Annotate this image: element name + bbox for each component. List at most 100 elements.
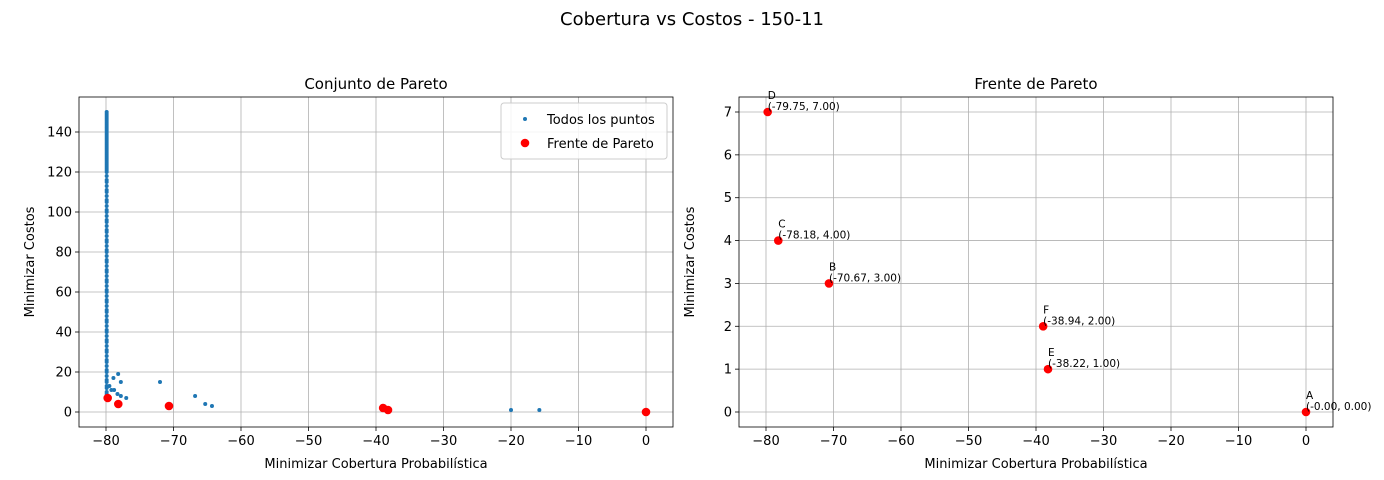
data-point bbox=[104, 330, 109, 334]
data-point bbox=[104, 350, 109, 354]
data-point bbox=[104, 170, 109, 174]
data-point bbox=[203, 402, 208, 406]
y-tick-label: 0 bbox=[724, 406, 732, 421]
y-tick-label: 40 bbox=[55, 326, 72, 341]
data-point bbox=[209, 404, 214, 408]
pareto-point bbox=[164, 401, 174, 411]
data-point bbox=[104, 314, 109, 318]
data-point bbox=[104, 274, 109, 278]
data-point bbox=[104, 324, 109, 328]
x-tick-label: −80 bbox=[92, 434, 119, 449]
y-axis-label: Minimizar Costos bbox=[23, 206, 38, 317]
axes-frame bbox=[78, 96, 674, 428]
y-axis-label: Minimizar Costos bbox=[683, 206, 698, 317]
y-tick-label: 1 bbox=[724, 363, 732, 378]
point-coordinate-label: (-38.94, 2.00) bbox=[1043, 315, 1115, 327]
point-coordinate-label: (-78.18, 4.00) bbox=[778, 230, 850, 242]
data-point bbox=[104, 340, 109, 344]
legend: Todos los puntos Frente de Pareto bbox=[500, 102, 668, 160]
pareto-point bbox=[1038, 321, 1048, 331]
data-point bbox=[104, 304, 109, 308]
data-point bbox=[104, 230, 109, 234]
data-point bbox=[509, 408, 513, 412]
point-coordinate-label: (-0.00, 0.00) bbox=[1306, 401, 1371, 413]
x-tick-label: −60 bbox=[887, 434, 914, 449]
data-point bbox=[104, 300, 109, 304]
y-tick-label: 0 bbox=[64, 406, 72, 421]
data-point bbox=[124, 396, 129, 400]
data-point bbox=[104, 204, 109, 208]
axes-frame bbox=[738, 96, 1334, 428]
x-tick-label: −40 bbox=[1022, 434, 1049, 449]
data-point bbox=[104, 200, 109, 204]
data-point bbox=[104, 334, 109, 338]
point-letter-label: B bbox=[829, 261, 836, 273]
y-tick-label: 7 bbox=[724, 106, 732, 121]
legend-frame bbox=[500, 102, 668, 160]
data-point bbox=[104, 364, 109, 368]
pareto-point bbox=[1043, 364, 1053, 374]
data-point bbox=[104, 260, 109, 264]
y-tick-label: 5 bbox=[724, 191, 732, 206]
y-tick-label: 3 bbox=[724, 277, 732, 292]
x-tick-label: −70 bbox=[820, 434, 847, 449]
y-tick-label: 60 bbox=[55, 286, 72, 301]
x-tick-label: −20 bbox=[1157, 434, 1184, 449]
data-point bbox=[104, 254, 109, 258]
chart-frente-de-pareto: −80 −70 −60 −50 −40 −30 −20 −10 0 0 1 2 3 4 5 6 7 D(-79.7… bbox=[683, 75, 1371, 472]
data-point bbox=[104, 370, 109, 374]
data-point bbox=[104, 234, 109, 238]
point-letter-label: F bbox=[1043, 304, 1049, 316]
y-tick-label: 120 bbox=[47, 166, 72, 181]
data-point bbox=[104, 214, 109, 218]
data-point bbox=[104, 224, 109, 228]
point-letter-label: A bbox=[1306, 390, 1314, 402]
x-axis-label: Minimizar Cobertura Probabilística bbox=[924, 457, 1147, 472]
point-coordinate-label: (-70.67, 3.00) bbox=[829, 272, 901, 284]
data-point bbox=[104, 180, 109, 184]
legend-marker-pareto bbox=[520, 138, 530, 148]
data-point bbox=[111, 376, 116, 380]
data-point bbox=[118, 394, 123, 398]
data-point bbox=[104, 310, 109, 314]
x-axis-label: Minimizar Cobertura Probabilística bbox=[264, 457, 487, 472]
data-point bbox=[104, 220, 109, 224]
x-tick-label: −50 bbox=[295, 434, 322, 449]
data-point bbox=[104, 210, 109, 214]
data-point bbox=[107, 384, 112, 388]
data-point bbox=[104, 244, 109, 248]
data-point bbox=[115, 392, 120, 396]
y-tick-label: 2 bbox=[724, 320, 732, 335]
legend-marker-points bbox=[523, 117, 527, 121]
y-tick-label: 20 bbox=[55, 366, 72, 381]
data-point bbox=[104, 284, 109, 288]
pareto-point bbox=[383, 405, 393, 415]
data-point bbox=[104, 374, 109, 378]
data-point bbox=[104, 184, 109, 188]
data-point bbox=[104, 240, 109, 244]
data-point bbox=[104, 344, 109, 348]
x-tick-label: −30 bbox=[1090, 434, 1117, 449]
legend-entry-label: Frente de Pareto bbox=[547, 137, 654, 152]
point-letter-label: E bbox=[1048, 347, 1055, 359]
data-point bbox=[104, 190, 109, 194]
data-point bbox=[104, 380, 109, 384]
data-point bbox=[104, 174, 109, 178]
figure-suptitle: Cobertura vs Costos - 150-11 bbox=[560, 9, 824, 30]
chart-conjunto-de-pareto: −80 −70 −60 −50 −40 −30 −20 −10 0 0 20 40 60 80 100 120… bbox=[23, 75, 674, 472]
y-tick-label: 140 bbox=[47, 126, 72, 141]
x-tick-label: −10 bbox=[1225, 434, 1252, 449]
pareto-point bbox=[763, 107, 772, 117]
data-point bbox=[104, 270, 109, 274]
pareto-point bbox=[1301, 407, 1311, 417]
point-letter-label: C bbox=[778, 219, 785, 231]
data-point bbox=[116, 372, 121, 376]
pareto-point bbox=[641, 407, 651, 417]
pareto-point bbox=[103, 393, 112, 403]
y-tick-label: 6 bbox=[724, 148, 732, 163]
data-point bbox=[193, 394, 198, 398]
x-tick-label: −70 bbox=[160, 434, 187, 449]
point-coordinate-label: (-79.75, 7.00) bbox=[768, 101, 840, 113]
y-tick-label: 100 bbox=[47, 206, 72, 221]
